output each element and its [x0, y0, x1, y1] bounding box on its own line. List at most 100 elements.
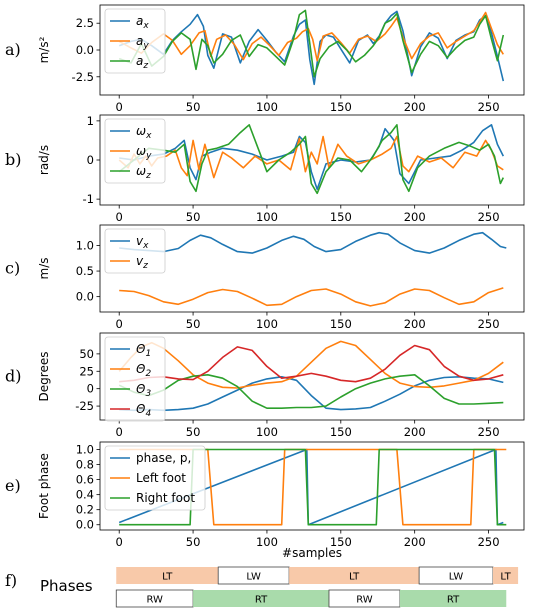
y-tick-label: -1: [83, 192, 94, 206]
series-line-a-z: [118, 9, 505, 78]
y-tick-label: 0.6: [76, 473, 94, 487]
x-tick-label: 100: [256, 100, 278, 114]
panel-a: -2.5 0.0 2.5 0 50 100 150 200 250 m/s² a) ax ay az: [5, 4, 525, 114]
x-tick-label: 200: [404, 317, 426, 331]
x-tick-label: 250: [478, 425, 500, 439]
legend-label: Right foot: [136, 491, 195, 505]
y-tick-label: 1.0: [76, 443, 94, 457]
series-line-v-x: [119, 231, 507, 254]
x-tick-label: 0: [116, 535, 123, 549]
phase-segment: [116, 567, 219, 584]
x-tick-label: 0: [116, 210, 123, 224]
x-tick-label: 150: [330, 100, 352, 114]
series-group: [119, 231, 507, 307]
y-tick-label: 0.4: [76, 488, 94, 502]
series-line--4: [119, 344, 504, 383]
phases-row-label: Phases: [40, 577, 93, 595]
phase-segment: [418, 566, 494, 585]
phase-segment: [399, 590, 507, 607]
legend-label: phase, p,: [136, 451, 191, 465]
series-line-a-x: [118, 10, 505, 86]
legend-label: az: [136, 54, 148, 71]
y-tick-label: 0.0: [76, 43, 94, 57]
phase-label: LW: [449, 572, 464, 583]
x-tick-label: 0: [116, 317, 123, 331]
x-tick-label: 50: [186, 425, 201, 439]
panel-d: -25 0 25 50 0 50 100 150 200 250 Degrees d) Θ1 Θ2 Θ3 Θ4: [5, 332, 525, 439]
y-tick-label: 2.5: [76, 16, 94, 30]
phase-bars: LT LW LT LW LT RW RT RW RT f) Phases: [5, 566, 519, 608]
x-tick-label: 0: [116, 100, 123, 114]
series-group: [118, 340, 504, 412]
series-group: [118, 124, 505, 195]
x-tick-label: 150: [330, 425, 352, 439]
legend-label: ωx: [136, 124, 152, 141]
x-tick-label: 50: [186, 100, 201, 114]
y-axis-label: rad/s: [37, 145, 51, 175]
legend-box: [104, 336, 166, 422]
phase-label: LW: [246, 572, 261, 583]
panel-letter: c): [5, 259, 20, 278]
legend-label: ax: [136, 14, 149, 31]
legend-label: Θ3: [136, 382, 151, 399]
x-tick-label: 250: [478, 535, 500, 549]
x-tick-label: 50: [186, 317, 201, 331]
y-tick-label: 0.5: [76, 264, 94, 278]
series-line-a-y: [118, 11, 504, 62]
phase-label: LT: [162, 572, 173, 583]
x-tick-label: 100: [256, 317, 278, 331]
y-tick-label: 1.0: [76, 238, 94, 252]
y-tick-label: 50: [79, 347, 94, 361]
legend-label: ay: [136, 34, 149, 51]
x-tick-label: 200: [404, 425, 426, 439]
series-line--z: [118, 124, 505, 195]
panel-letter: d): [5, 367, 21, 386]
axes-frame: [99, 441, 525, 531]
axes-frame: [99, 332, 525, 421]
legend-label: ωy: [136, 144, 152, 161]
y-tick-label: 0.8: [76, 458, 94, 472]
y-tick-label: -25: [75, 399, 94, 413]
series-group: [118, 9, 505, 86]
x-tick-label: 0: [116, 425, 123, 439]
y-axis-label: m/s²: [37, 36, 51, 63]
y-tick-label: -2.5: [72, 70, 94, 84]
series-line--x: [119, 124, 505, 191]
panel-c: 0.0 0.5 1.0 0 50 100 150 200 250 m/s c) vx vz: [5, 224, 525, 331]
y-tick-label: 0.0: [76, 290, 94, 304]
panel-e: 0.00.20.40.60.81.0 0 50 100 150 200 250 Foot ph…: [5, 441, 525, 560]
legend-label: ωz: [136, 164, 151, 181]
x-axis-label: #samples: [282, 546, 342, 560]
phase-label: RT: [255, 595, 268, 606]
x-tick-label: 150: [330, 535, 352, 549]
x-tick-label: 250: [478, 210, 500, 224]
y-tick-label: 0: [87, 382, 94, 396]
y-tick-label: 0.0: [76, 518, 94, 532]
x-tick-label: 250: [478, 100, 500, 114]
x-tick-label: 250: [478, 317, 500, 331]
x-tick-label: 150: [330, 210, 352, 224]
x-tick-label: 50: [186, 210, 201, 224]
series-line-Left-foot: [119, 448, 507, 526]
panel-letter: e): [5, 476, 21, 495]
x-tick-label: 100: [256, 535, 278, 549]
legend-label: Θ1: [136, 342, 151, 359]
phase-label: RW: [146, 595, 163, 606]
x-tick-label: 100: [256, 210, 278, 224]
y-axis-label: Degrees: [37, 352, 51, 402]
legend-label: Θ4: [136, 402, 151, 419]
legend-box: [104, 228, 166, 274]
series-line-v-z: [119, 287, 504, 307]
phase-segment: [289, 567, 420, 584]
y-tick-label: 1: [87, 114, 94, 128]
legend-label: vx: [136, 234, 149, 251]
legend-label: Left foot: [136, 471, 186, 485]
legend-label: Θ2: [136, 362, 151, 379]
series-line--2: [118, 340, 504, 389]
legend-box: [104, 445, 206, 511]
series-line--1: [119, 376, 504, 412]
phase-segment: [492, 567, 519, 584]
axes-frame: [99, 224, 525, 313]
panel-letter-f: f): [5, 571, 17, 590]
